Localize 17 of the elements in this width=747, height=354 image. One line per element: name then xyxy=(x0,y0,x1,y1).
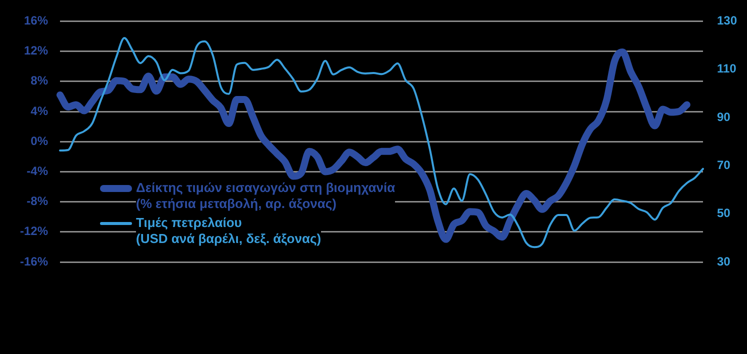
y-tick-label: 4% xyxy=(30,104,48,118)
y2-tick-label: 70 xyxy=(717,158,731,172)
legend-label: Δείκτης τιμών εισαγωγών στη βιομηχανία (% ετήσια μεταβολή, αρ. άξονας) xyxy=(136,180,396,212)
y2-tick-label: 130 xyxy=(717,14,738,28)
y-tick-label: 0% xyxy=(30,134,48,148)
y2-tick-label: 90 xyxy=(717,110,731,124)
y2-tick-label: 30 xyxy=(717,254,731,268)
y-tick-label: 16% xyxy=(24,14,48,28)
y-tick-label: -12% xyxy=(20,224,48,238)
y2-tick-label: 110 xyxy=(717,62,737,76)
y-tick-label: -16% xyxy=(20,254,48,268)
y-tick-label: 12% xyxy=(24,44,48,58)
y-tick-label: -8% xyxy=(26,194,48,208)
legend-label: Τιμές πετρελαίου (USD ανά βαρέλι, δεξ. άξονας) xyxy=(136,215,322,247)
y-tick-label: 8% xyxy=(30,74,48,88)
y-tick-label: -4% xyxy=(26,164,48,178)
y2-tick-label: 50 xyxy=(717,206,731,220)
